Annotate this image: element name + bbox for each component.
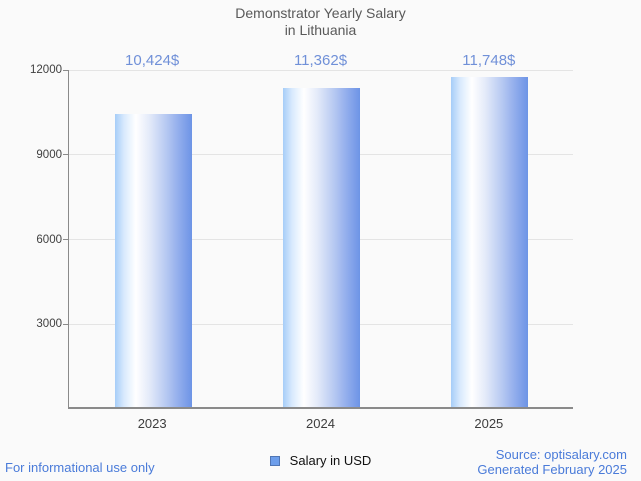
bar-value-label-2025: 11,748$ [462, 52, 516, 69]
y-axis-label-6000: 6000 [36, 233, 62, 246]
bar-slot-2023 [69, 70, 237, 407]
y-tick-6000 [63, 239, 69, 240]
bar-value-labels: 10,424$ 11,362$ 11,748$ [68, 52, 573, 69]
y-tick-3000 [63, 323, 69, 325]
chart-title: Demonstrator Yearly Salary in Lithuania [0, 5, 641, 39]
y-axis-label-9000: 9000 [36, 148, 62, 161]
y-tick-9000 [63, 154, 69, 156]
source-block: Source: optisalary.com Generated Februar… [477, 447, 627, 477]
legend: Salary in USD [0, 453, 641, 468]
plot-area: 3000 6000 9000 12000 [30, 64, 574, 409]
x-axis-label-2023: 2023 [137, 416, 167, 431]
bar-value-label-2024: 11,362$ [293, 52, 348, 69]
y-tick-12000 [63, 69, 69, 71]
y-axis-label-12000: 12000 [30, 64, 62, 76]
legend-swatch-icon [269, 455, 280, 466]
bar-2023 [114, 114, 192, 407]
generated-text: Generated February 2025 [477, 462, 627, 477]
bar-2025 [451, 77, 529, 407]
x-axis-label-2024: 2024 [306, 416, 335, 431]
source-text: Source: optisalary.com [495, 447, 627, 462]
bar-value-label-2023: 10,424$ [125, 52, 180, 69]
bar-2024 [282, 87, 360, 407]
y-axis-label-3000: 3000 [36, 318, 62, 331]
chart-title-line2: in Lithuania [284, 22, 357, 38]
x-axis-label-2025: 2025 [474, 416, 504, 431]
chart-title-line1: Demonstrator Yearly Salary [235, 5, 406, 21]
x-axis-labels: 2023 2024 2025 [68, 416, 573, 431]
legend-label: Salary in USD [289, 453, 372, 468]
bar-slot-2025 [406, 70, 574, 407]
disclaimer-text: For informational use only [5, 460, 155, 475]
gridline-12000 [69, 69, 573, 71]
bar-slot-2024 [237, 70, 405, 407]
